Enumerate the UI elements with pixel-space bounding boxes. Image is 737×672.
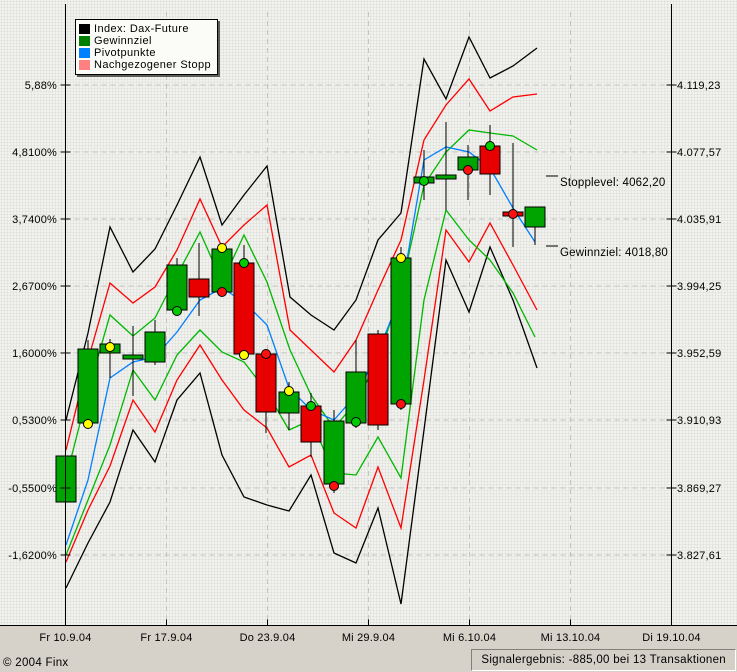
signal-dot-red: [329, 481, 339, 491]
y-axis-label-percent: -0,5500%: [8, 483, 57, 495]
y-axis-label-percent: 0,5300%: [12, 415, 57, 427]
y-axis-label-price: 3.994,25: [677, 281, 721, 293]
candlestick-red[interactable]: [188, 278, 210, 298]
legend-item-1[interactable]: Gewinnziel: [79, 35, 211, 47]
y-axis-label-percent: 3,7400%: [12, 214, 57, 226]
legend-item-label: Gewinnziel: [94, 35, 152, 47]
y-axis-label-percent: 2,6700%: [12, 281, 57, 293]
x-axis-label-date: Mi 6.10.04: [443, 632, 496, 644]
candlestick-red[interactable]: [233, 262, 255, 355]
candlestick-green[interactable]: [211, 248, 233, 293]
signal-dot-yellow: [217, 243, 227, 253]
nachgezogener-stopp-upper-line: [65, 77, 538, 451]
signal-dot-red: [508, 209, 518, 219]
legend-swatch-2: [79, 48, 90, 58]
y-axis-label-price: 3.827,61: [677, 550, 721, 562]
y-axis-label-price: 4.077,57: [677, 147, 721, 159]
legend-swatch-0: [79, 24, 90, 34]
y-axis-label-price: 3.952,59: [677, 348, 721, 360]
y-axis-label-percent: 4,8100%: [12, 147, 57, 159]
index-dax-future-upper-line: [65, 35, 538, 421]
x-axis-label-date: Mi 29.9.04: [342, 632, 395, 644]
signal-dot-green: [172, 306, 182, 316]
candlestick-green[interactable]: [345, 371, 367, 424]
x-axis-label-date: Fr 17.9.04: [140, 632, 192, 644]
index-dax-future-lower-line: [65, 245, 538, 605]
signal-dot-green: [485, 141, 495, 151]
candlestick-red[interactable]: [300, 405, 322, 443]
legend: Index: Dax-Future Gewinnziel Pivotpunkte Na…: [75, 19, 219, 75]
legend-item-label: Index: Dax-Future: [94, 23, 189, 35]
signal-dot-yellow: [284, 386, 294, 396]
y-axis-label-price: 4.119,23: [677, 80, 721, 92]
candlestick-red[interactable]: [255, 353, 277, 413]
candlestick-green[interactable]: [323, 420, 345, 485]
signal-dot-yellow: [396, 253, 406, 263]
legend-swatch-1: [79, 36, 90, 46]
signal-dot-red: [396, 399, 406, 409]
candlestick-green[interactable]: [144, 331, 166, 363]
signal-dot-red: [261, 349, 271, 359]
legend-item-label: Nachgezogener Stopp: [94, 59, 212, 71]
candlestick-green[interactable]: [166, 264, 188, 311]
y-axis-label-percent: -1,6200%: [8, 550, 57, 562]
y-axis-label-percent: 5,88%: [25, 80, 57, 92]
y-axis-label-price: 4.035,91: [677, 214, 721, 226]
candlestick-green[interactable]: [77, 348, 99, 424]
legend-item-0[interactable]: Index: Dax-Future: [79, 23, 211, 35]
signal-dot-yellow: [105, 342, 115, 352]
y-axis-label-percent: 1,6000%: [12, 348, 57, 360]
x-axis-label-date: Do 23.9.04: [240, 632, 296, 644]
gewinnziel-upper-line: [65, 129, 538, 479]
candlestick-green[interactable]: [524, 206, 546, 228]
gewinnziel-lower-line: [65, 208, 536, 556]
annotation-label: Gewinnziel: 4018,80: [560, 247, 668, 259]
legend-item-2[interactable]: Pivotpunkte: [79, 47, 211, 59]
x-axis-label-date: Di 19.10.04: [642, 632, 700, 644]
signal-dot-yellow: [239, 350, 249, 360]
signal-dot-green: [306, 401, 316, 411]
legend-swatch-3: [79, 60, 90, 70]
x-axis-label-date: Mi 13.10.04: [541, 632, 601, 644]
legend-item-3[interactable]: Nachgezogener Stopp: [79, 59, 211, 71]
signal-dot-green: [419, 176, 429, 186]
signal-result-panel: Signalergebnis: -885,00 bei 13 Transakti…: [471, 649, 736, 671]
y-axis-label-price: 3.910,93: [677, 415, 721, 427]
copyright-text: © 2004 Finx: [3, 657, 69, 669]
signal-dot-green: [239, 258, 249, 268]
y-axis-label-price: 3.869,27: [677, 483, 721, 495]
signal-dot-red: [217, 287, 227, 297]
candlestick-green[interactable]: [122, 354, 144, 360]
nachgezogener-stopp-lower-line: [65, 221, 538, 563]
candlestick-green[interactable]: [435, 174, 457, 180]
legend-item-label: Pivotpunkte: [94, 47, 156, 59]
pivotpunkte-line: [65, 146, 536, 546]
candlestick-red[interactable]: [367, 333, 389, 426]
annotation-label: Stopplevel: 4062,20: [560, 177, 665, 189]
signal-dot-yellow: [83, 419, 93, 429]
candlestick-green[interactable]: [390, 257, 412, 405]
signal-dot-green: [351, 417, 361, 427]
signal-dot-red: [463, 165, 473, 175]
x-axis-label-date: Fr 10.9.04: [39, 632, 91, 644]
